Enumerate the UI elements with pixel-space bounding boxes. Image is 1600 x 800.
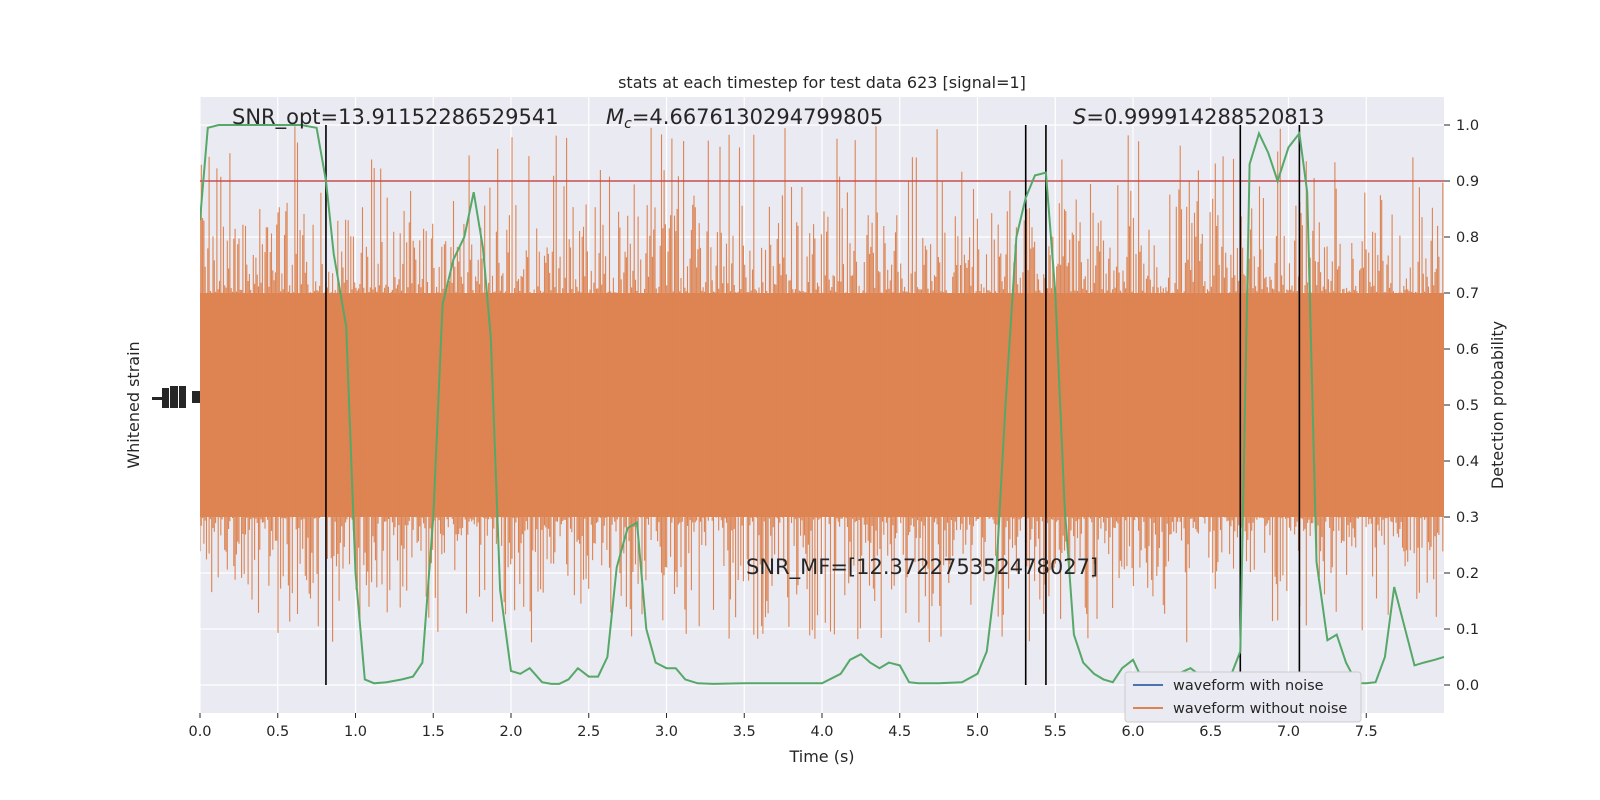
s-symbol: S [1073,105,1086,129]
y-tick-label-7: 0.7 [1456,286,1479,302]
x-tick-label-2: 1.0 [344,724,367,740]
x-tick-label-13: 6.5 [1199,724,1222,740]
s-annotation: S=0.999914288520813 [1073,105,1324,129]
x-tick-label-1: 0.5 [266,724,289,740]
x-tick-label-11: 5.5 [1044,724,1067,740]
snr-mf-annotation: SNR_MF=[12.372275352478027] [746,555,1098,580]
legend: waveform with noise waveform without noi… [1124,671,1362,723]
chart-title: stats at each timestep for test data 623… [618,73,1026,92]
strain-band [200,126,1444,643]
strain-spikes [200,126,1444,643]
probability-series [200,124,1444,685]
y-tick-label-3: 0.3 [1456,510,1479,526]
x-tick-label-10: 5.0 [966,724,989,740]
y-tick-label-5: 0.5 [1456,398,1479,414]
y-axis-label-left: Whitened strain [124,341,143,468]
x-tick-label-9: 4.5 [888,724,911,740]
vertical-markers [325,125,1301,685]
strain-core [200,293,1444,517]
y-axis-label-right: Detection probability [1488,321,1507,489]
chirp-mass-subscript: c [624,116,632,132]
x-tick-label-7: 3.5 [733,724,756,740]
y-tick-label-0: 0.0 [1456,678,1479,694]
x-tick-label-4: 2.0 [499,724,522,740]
probability-line [200,124,1444,685]
legend-box [1124,671,1362,723]
x-tick-label-15: 7.5 [1355,724,1378,740]
chirp-mass-symbol: M [606,105,624,129]
y-tick-label-6: 0.6 [1456,342,1479,358]
y-tick-label-10: 1.0 [1456,118,1479,134]
x-tick-label-0: 0.0 [188,724,211,740]
y-tick-label-4: 0.4 [1456,454,1479,470]
snr-opt-annotation: SNR_opt=13.91152286529541 [232,105,559,130]
x-tick-label-12: 6.0 [1121,724,1144,740]
left-axis-collapsed-ticks [152,386,200,408]
legend-label-with-noise: waveform with noise [1173,678,1324,694]
x-tick-labels: 0.0 0.5 1.0 1.5 2.0 2.5 3.0 3.5 4.0 4.5 5.0 5.5 6.0 6… [188,713,1378,740]
x-tick-label-5: 2.5 [577,724,600,740]
x-tick-label-6: 3.0 [655,724,678,740]
x-axis-label: Time (s) [788,747,854,766]
x-tick-label-14: 7.0 [1277,724,1300,740]
s-value: =0.999914288520813 [1086,105,1324,129]
y-tick-label-2: 0.2 [1456,566,1479,582]
y-right-tick-labels: 0.0 0.1 0.2 0.3 0.4 0.5 0.6 0.7 0.8 0.9 1.0 [1444,118,1479,694]
legend-label-without-noise: waveform without noise [1173,701,1347,717]
y-tick-label-9: 0.9 [1456,174,1479,190]
x-tick-label-8: 4.0 [810,724,833,740]
x-tick-label-3: 1.5 [422,724,445,740]
chirp-mass-value: =4.6676130294799805 [632,105,883,129]
y-tick-label-8: 0.8 [1456,230,1479,246]
chirp-mass-annotation: Mc=4.6676130294799805 [606,105,883,132]
y-tick-label-1: 0.1 [1456,622,1479,638]
